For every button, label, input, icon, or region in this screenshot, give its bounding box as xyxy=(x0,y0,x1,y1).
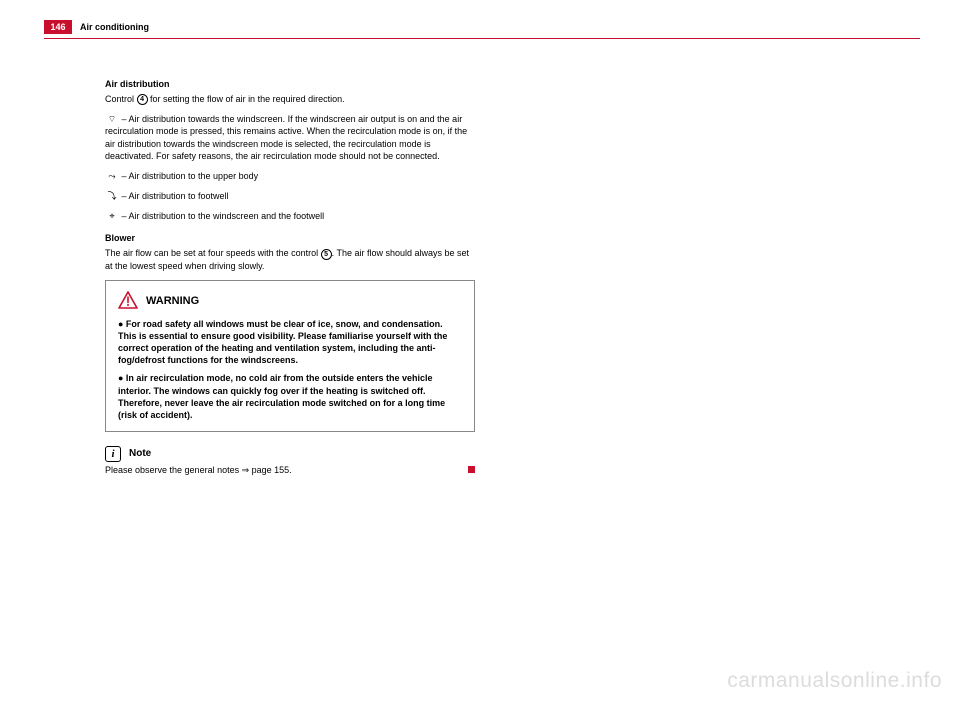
footwell-icon: ⤵ xyxy=(105,190,119,202)
dist-upper: ⤳ – Air distribution to the upper body xyxy=(105,170,475,182)
warning-header: WARNING xyxy=(118,291,462,312)
note-header: i Note xyxy=(105,446,475,462)
blower-heading: Blower xyxy=(105,232,475,244)
dist-both: ⌖ – Air distribution to the windscreen a… xyxy=(105,210,475,222)
watermark: carmanualsonline.info xyxy=(727,669,942,693)
upper-body-icon: ⤳ xyxy=(105,170,119,182)
control-5-icon: 5 xyxy=(321,249,332,260)
manual-page: 146 Air conditioning Air distribution Co… xyxy=(0,0,960,701)
dist-upper-text: – Air distribution to the upper body xyxy=(119,171,258,181)
note-title: Note xyxy=(129,447,151,461)
warning-box: WARNING ● For road safety all windows mu… xyxy=(105,280,475,432)
page-header: 146 Air conditioning xyxy=(0,20,960,40)
dist-footwell-text: – Air distribution to footwell xyxy=(119,191,229,201)
intro-pre: Control xyxy=(105,94,137,104)
section-title: Air conditioning xyxy=(80,22,149,32)
intro-post: for setting the flow of air in the requi… xyxy=(148,94,345,104)
section-end-icon xyxy=(468,466,475,473)
windscreen-icon: ⌔ xyxy=(105,113,119,125)
page-number-badge: 146 xyxy=(44,20,72,34)
dist-footwell: ⤵ – Air distribution to footwell xyxy=(105,190,475,202)
dist-both-text: – Air distribution to the windscreen and… xyxy=(119,211,324,221)
warning-p1: ● For road safety all windows must be cl… xyxy=(118,318,462,367)
warning-p2: ● In air recirculation mode, no cold air… xyxy=(118,372,462,421)
air-distribution-heading: Air distribution xyxy=(105,78,475,90)
control-4-icon: 4 xyxy=(137,94,148,105)
info-icon: i xyxy=(105,446,121,462)
body-column: Air distribution Control 4 for setting t… xyxy=(105,78,475,484)
windscreen-footwell-icon: ⌖ xyxy=(105,210,119,222)
header-rule xyxy=(44,38,920,39)
dist-windscreen: ⌔ – Air distribution towards the windscr… xyxy=(105,113,475,162)
warning-triangle-icon xyxy=(118,291,138,312)
warning-title: WARNING xyxy=(146,294,199,309)
dist-windscreen-text: – Air distribution towards the windscree… xyxy=(105,114,467,160)
blower-pre: The air flow can be set at four speeds w… xyxy=(105,248,321,258)
blower-text: The air flow can be set at four speeds w… xyxy=(105,247,475,271)
air-distribution-intro: Control 4 for setting the flow of air in… xyxy=(105,93,475,105)
note-text: Please observe the general notes ⇒ page … xyxy=(105,465,292,475)
note-text-row: Please observe the general notes ⇒ page … xyxy=(105,464,475,476)
